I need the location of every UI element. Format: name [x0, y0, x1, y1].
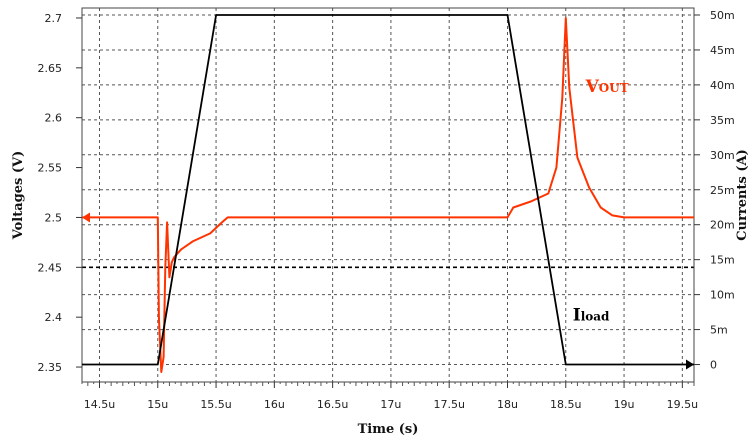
- y-left-tick-label: 2.6: [45, 112, 63, 125]
- annotations: VOUT Iload: [573, 77, 629, 326]
- y-right-tick-label: 5m: [710, 324, 728, 337]
- plot-frame: [81, 7, 695, 383]
- axis-ticks: 14.5u 15u 15.5u 16u 16.5u 17u 17.5u 18u 18.5u 19u…: [38, 9, 735, 411]
- series-iload-axis-arrow: [686, 359, 694, 370]
- series-vout: [82, 17, 694, 373]
- y-right-tick-label: 0: [710, 359, 717, 372]
- y-left-tick-label: 2.7: [45, 12, 63, 25]
- y-right-tick-label: 15m: [710, 254, 735, 267]
- y-left-tick-label: 2.5: [45, 211, 63, 224]
- y-right-tick-label: 10m: [710, 289, 735, 302]
- series-iload: [82, 14, 694, 366]
- grid: [82, 8, 694, 382]
- x-tick-label: 14.5u: [84, 398, 115, 411]
- series-vout-axis-arrow: [82, 212, 90, 223]
- y-left-tick-label: 2.45: [38, 261, 63, 274]
- y-right-tick-label: 20m: [710, 219, 735, 232]
- label-vout: VOUT: [585, 77, 629, 97]
- y-left-tick-label: 2.4: [45, 311, 63, 324]
- x-tick-label: 17.5u: [433, 398, 464, 411]
- y-axis-left-title: Voltages (V): [11, 151, 26, 241]
- x-tick-label: 15.5u: [200, 398, 231, 411]
- y-right-tick-label: 30m: [710, 149, 735, 162]
- y-left-tick-label: 2.35: [38, 361, 63, 374]
- y-right-tick-label: 50m: [710, 9, 735, 22]
- x-tick-label: 18u: [497, 398, 518, 411]
- x-axis-title: Time (s): [358, 422, 419, 437]
- y-right-tick-label: 45m: [710, 44, 735, 57]
- x-tick-label: 16.5u: [317, 398, 348, 411]
- x-tick-label: 19u: [614, 398, 635, 411]
- y-right-tick-label: 25m: [710, 184, 735, 197]
- y-axis-right-title: Currents (A): [735, 149, 750, 240]
- x-tick-label: 15u: [147, 398, 168, 411]
- series-group: [82, 14, 694, 373]
- x-tick-label: 19.5u: [667, 398, 698, 411]
- label-iload: Iload: [573, 305, 610, 325]
- y-left-tick-label: 2.65: [38, 62, 63, 75]
- y-right-tick-label: 40m: [710, 79, 735, 92]
- x-tick-label: 16u: [264, 398, 285, 411]
- y-left-tick-label: 2.55: [38, 162, 63, 175]
- y-right-tick-label: 35m: [710, 114, 735, 127]
- x-tick-label: 18.5u: [550, 398, 581, 411]
- x-tick-label: 17u: [380, 398, 401, 411]
